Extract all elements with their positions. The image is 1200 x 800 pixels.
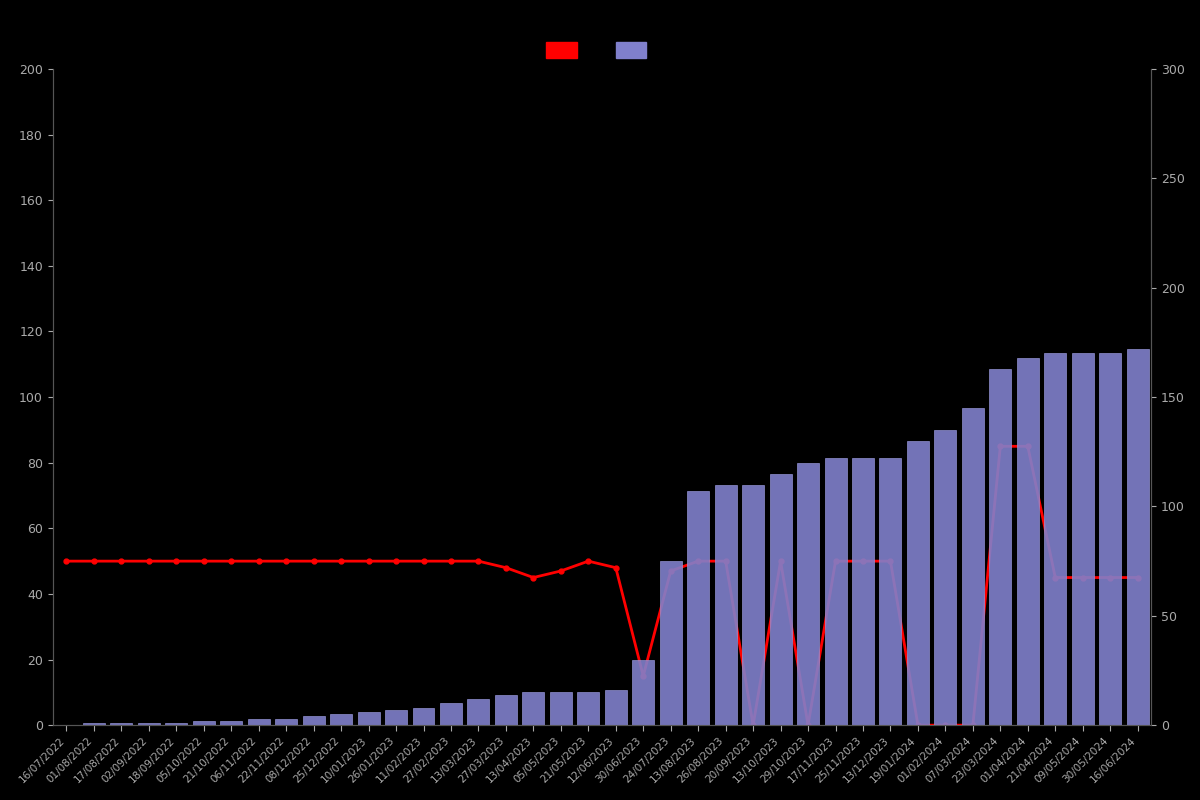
Bar	[275, 718, 298, 725]
Bar	[824, 458, 846, 725]
Legend: , : ,	[541, 37, 664, 64]
Bar	[358, 712, 379, 725]
Bar	[935, 430, 956, 725]
Bar	[797, 462, 820, 725]
Bar	[852, 458, 874, 725]
Bar	[550, 692, 572, 725]
Bar	[110, 723, 132, 725]
Bar	[742, 485, 764, 725]
Bar	[1016, 358, 1039, 725]
Bar	[989, 369, 1012, 725]
Bar	[522, 692, 545, 725]
Bar	[83, 723, 104, 725]
Bar	[1099, 354, 1121, 725]
Bar	[413, 708, 434, 725]
Bar	[330, 714, 352, 725]
Bar	[494, 694, 517, 725]
Bar	[193, 721, 215, 725]
Bar	[660, 561, 682, 725]
Bar	[1072, 354, 1093, 725]
Bar	[1127, 349, 1148, 725]
Bar	[468, 699, 490, 725]
Bar	[302, 717, 325, 725]
Bar	[962, 408, 984, 725]
Bar	[688, 491, 709, 725]
Bar	[166, 723, 187, 725]
Bar	[577, 692, 599, 725]
Bar	[880, 458, 901, 725]
Bar	[385, 710, 407, 725]
Bar	[769, 474, 792, 725]
Bar	[715, 485, 737, 725]
Bar	[1044, 354, 1067, 725]
Bar	[138, 723, 160, 725]
Bar	[440, 703, 462, 725]
Bar	[632, 659, 654, 725]
Bar	[221, 721, 242, 725]
Bar	[247, 718, 270, 725]
Bar	[907, 441, 929, 725]
Bar	[605, 690, 626, 725]
